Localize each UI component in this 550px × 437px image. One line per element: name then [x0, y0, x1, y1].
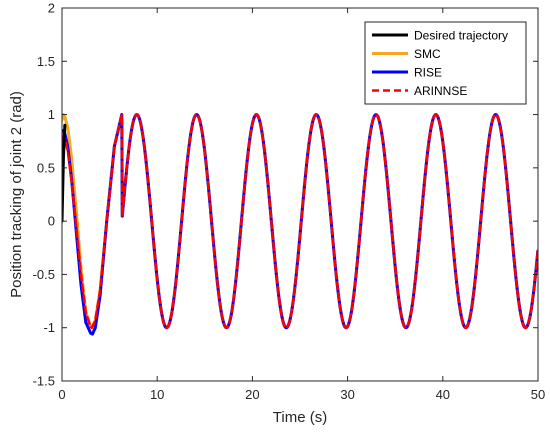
y-tick-label: 0: [48, 214, 55, 229]
legend-label: Desired trajectory: [414, 29, 508, 43]
y-tick-label: -0.5: [33, 267, 55, 282]
x-tick-label: 50: [531, 387, 545, 402]
y-tick-label: 0.5: [37, 160, 55, 175]
series-line-arinnse: [62, 113, 538, 329]
x-tick-label: 10: [150, 387, 164, 402]
legend: Desired trajectory SMC RISE ARINNSE: [364, 21, 527, 105]
y-tick-label: 1: [48, 107, 55, 122]
legend-label: ARINNSE: [414, 84, 467, 98]
plot-border: [61, 7, 539, 382]
x-tick-label: 0: [58, 387, 65, 402]
x-axis-label: Time (s): [273, 409, 327, 426]
y-tick-label: 1.5: [37, 54, 55, 69]
x-tick-label: 30: [340, 387, 354, 402]
y-tick-label: -1.5: [33, 374, 55, 389]
x-tick-label: 20: [245, 387, 259, 402]
y-axis-label: Position tracking of joint 2 (rad): [8, 91, 25, 298]
ticks-layer: 0 10 20 30 40 50 -1.5 -1 -0.5 0 0.5 1 1.5 2: [33, 1, 546, 403]
y-tick-label: 2: [48, 1, 55, 16]
y-tick-label: -1: [43, 320, 55, 335]
legend-label: SMC: [414, 47, 441, 61]
legend-label: RISE: [414, 66, 442, 80]
x-tick-label: 40: [436, 387, 450, 402]
